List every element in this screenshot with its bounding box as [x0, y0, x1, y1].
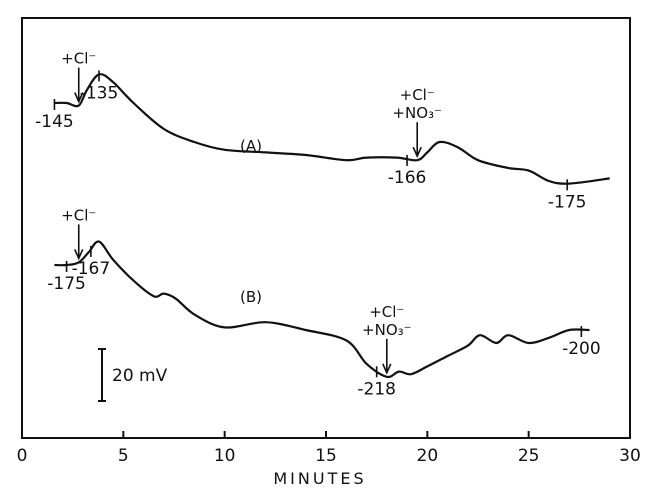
- x-axis-ticks: [21, 431, 631, 438]
- annotation-arrowhead: [412, 146, 422, 159]
- x-tick-label: 15: [315, 446, 337, 466]
- value-label: -218: [357, 379, 396, 399]
- x-tick-label: 20: [417, 446, 439, 466]
- x-tick-label: 25: [518, 446, 540, 466]
- annotation-label: +Cl⁻: [61, 206, 96, 224]
- annotation-label: +NO₃⁻: [362, 321, 412, 339]
- x-tick-label: 10: [214, 446, 236, 466]
- value-label: -175: [47, 274, 86, 294]
- series-b-label: (B): [240, 288, 262, 306]
- annotation-label: +Cl⁻: [400, 86, 435, 104]
- annotation-label: +Cl⁻: [369, 303, 404, 321]
- value-label: -145: [35, 112, 74, 132]
- annotation-label: +Cl⁻: [61, 50, 96, 68]
- annotation-arrowhead: [382, 363, 392, 375]
- series-b-line: [54, 240, 590, 379]
- value-label: -167: [72, 259, 111, 279]
- scale-bar-label: 20 mV: [112, 366, 168, 386]
- x-tick-label: 0: [17, 446, 28, 466]
- x-tick-label: 30: [619, 446, 641, 466]
- scale-bar: 20 mV: [98, 348, 168, 402]
- annotation-arrowhead: [74, 92, 84, 104]
- value-label: -200: [562, 339, 601, 359]
- x-tick-label: 5: [118, 446, 129, 466]
- annotation-arrowhead: [74, 249, 84, 261]
- series-a-label: (A): [240, 137, 262, 155]
- annotation-label: +NO₃⁻: [392, 104, 442, 122]
- x-axis-title: MINUTES: [273, 469, 366, 488]
- annotations: +Cl⁻+Cl⁻+NO₃⁻+Cl⁻+Cl⁻+NO₃⁻: [61, 50, 442, 375]
- value-label: -175: [548, 192, 587, 212]
- series-a-line: [54, 73, 610, 185]
- value-labels: -145-135-166-175-175-167-218-200: [35, 70, 601, 399]
- x-axis-tick-labels: 0 5 10 15 20 25 30: [17, 446, 641, 466]
- value-label: -166: [388, 168, 427, 188]
- value-label: -135: [80, 83, 119, 103]
